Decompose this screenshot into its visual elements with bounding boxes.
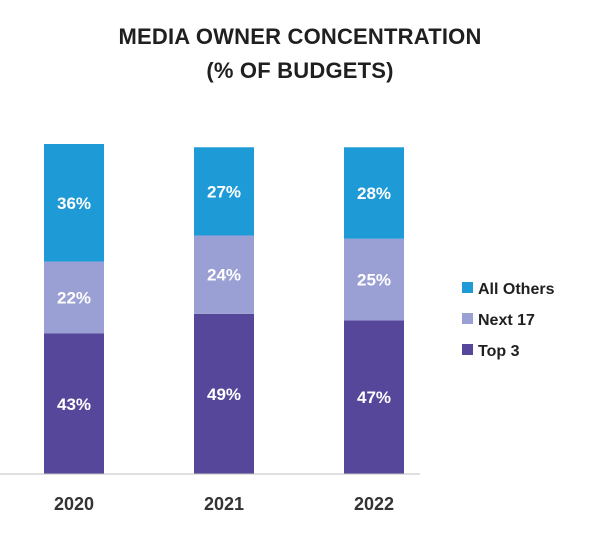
category-labels: 2020 2021 2022	[54, 494, 394, 514]
bar-segment-all-others-2020	[44, 144, 104, 262]
bar-segment-top-3-2022	[344, 320, 404, 474]
chart-title-line: MEDIA OWNER CONCENTRATION	[118, 24, 482, 49]
bar-segment-all-others-2022	[344, 147, 404, 239]
data-label: 43%	[57, 395, 91, 414]
chart-title: MEDIA OWNER CONCENTRATION (% OF BUDGETS)	[0, 20, 600, 88]
x-tick-label: 2021	[204, 494, 244, 514]
legend-swatch	[462, 344, 473, 355]
data-label: 49%	[207, 385, 241, 404]
bar-segment-next-17-2022	[344, 238, 404, 321]
data-label: 36%	[57, 194, 91, 213]
x-tick-label: 2020	[54, 494, 94, 514]
bars-layer: 43% 22% 36% 49% 24% 27% 47% 25% 28%	[44, 144, 404, 474]
bar-segment-next-17-2020	[44, 261, 104, 334]
bar-segment-top-3-2020	[44, 333, 104, 474]
data-label: 25%	[357, 271, 391, 290]
legend-swatch	[462, 313, 473, 324]
legend-label: Top 3	[478, 343, 520, 360]
legend: All Others Next 17 Top 3	[462, 281, 555, 360]
bar-segment-next-17-2021	[194, 235, 254, 314]
data-label: 24%	[207, 266, 241, 285]
legend-item: Next 17	[462, 312, 535, 329]
legend-item: All Others	[462, 281, 555, 298]
bar-segment-all-others-2021	[194, 147, 254, 236]
legend-swatch	[462, 282, 473, 293]
bar-segment-top-3-2021	[194, 313, 254, 474]
data-label: 22%	[57, 289, 91, 308]
data-label: 27%	[207, 182, 241, 201]
legend-item: Top 3	[462, 343, 520, 360]
legend-label: All Others	[478, 281, 555, 298]
x-tick-label: 2022	[354, 494, 394, 514]
chart-subtitle-line: (% OF BUDGETS)	[206, 58, 394, 83]
data-label: 28%	[357, 184, 391, 203]
data-label: 47%	[357, 388, 391, 407]
legend-label: Next 17	[478, 312, 535, 329]
